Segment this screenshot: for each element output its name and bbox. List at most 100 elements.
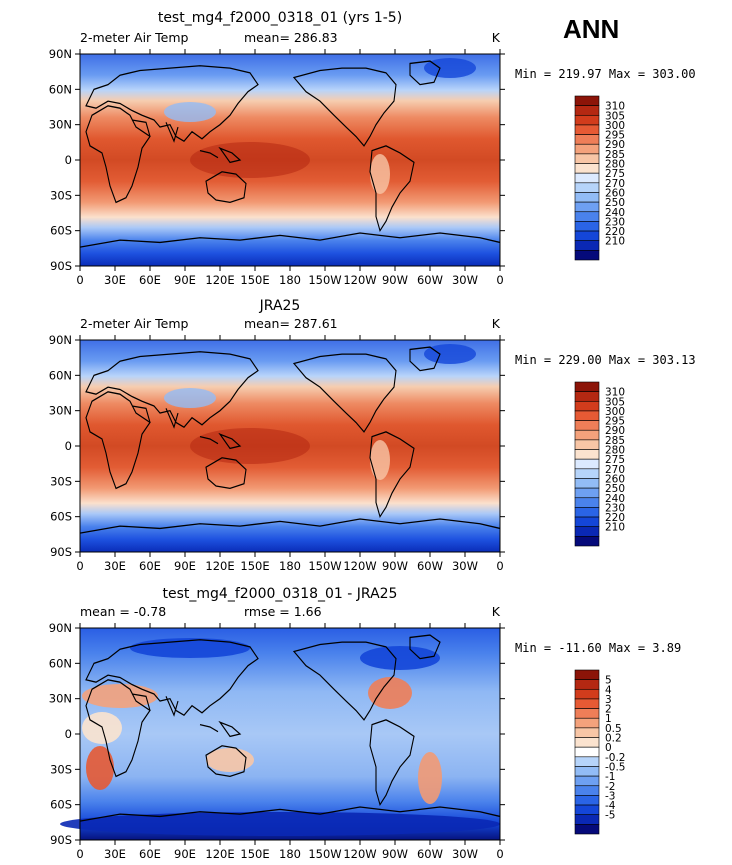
colorbar-swatch — [574, 746, 600, 758]
colorbar-swatch — [574, 420, 600, 431]
y-tick-label: 60N — [49, 368, 72, 382]
x-tick-label: 120E — [205, 847, 234, 861]
colorbar-swatch — [574, 381, 600, 392]
x-tick-label: 30W — [452, 273, 478, 287]
colorbar-label: 0.2 — [605, 733, 622, 745]
y-tick-label: 90S — [50, 259, 72, 273]
colorbar-swatch — [574, 814, 600, 825]
colorbar-swatch — [574, 526, 600, 537]
colorbar-label: 230 — [605, 216, 625, 228]
colorbar-label: 260 — [605, 187, 625, 199]
colorbar-swatch — [574, 172, 600, 184]
colorbar-label: 3 — [605, 694, 612, 706]
x-tick-label: 180 — [279, 273, 301, 287]
colorbar-label: 280 — [605, 445, 625, 457]
colorbar-swatch — [574, 785, 600, 796]
colorbar-label: -4 — [605, 800, 616, 812]
colorbar-label: 280 — [605, 159, 625, 171]
colorbar-swatch — [574, 124, 600, 135]
map-greenland-cold — [424, 344, 476, 364]
colorbar-swatch — [574, 134, 600, 145]
colorbar-swatch — [574, 114, 600, 126]
colorbar-swatch — [574, 468, 600, 479]
colorbar-swatch — [574, 708, 600, 719]
colorbar-label: 220 — [605, 226, 625, 238]
colorbar-swatch — [574, 391, 600, 402]
y-tick-label: 30S — [50, 762, 72, 776]
x-tick-label: 150W — [308, 847, 341, 861]
map-anomaly-region — [60, 812, 500, 836]
x-tick-label: 0 — [76, 847, 83, 861]
x-tick-label: 120E — [205, 559, 234, 573]
panel-stats: mean= 286.83 — [244, 30, 338, 45]
y-tick-label: 60N — [49, 82, 72, 96]
y-tick-label: 30N — [49, 118, 72, 132]
colorbar-label: 240 — [605, 493, 625, 505]
panel-left-label: 2-meter Air Temp — [80, 316, 189, 331]
colorbar-label: 270 — [605, 178, 625, 190]
colorbar-swatch — [574, 487, 600, 499]
map-anomaly-region — [368, 677, 412, 709]
colorbar-swatch — [574, 698, 600, 709]
map-tibet-cold — [164, 102, 216, 122]
map-andes-cool — [370, 440, 390, 480]
colorbar-label: 5 — [605, 675, 612, 687]
colorbar-label: 310 — [605, 387, 625, 399]
colorbar-swatch — [574, 737, 600, 748]
y-tick-label: 30S — [50, 188, 72, 202]
map-anomaly-region — [82, 684, 158, 708]
colorbar-label: -0.5 — [605, 761, 626, 773]
x-tick-label: 0 — [496, 847, 503, 861]
map-anomaly-region — [360, 646, 440, 670]
x-tick-label: 90E — [174, 559, 196, 573]
panel-units: K — [492, 604, 501, 619]
colorbar-swatch — [574, 497, 600, 508]
colorbar-label: 290 — [605, 139, 625, 151]
colorbar-swatch — [574, 201, 600, 213]
map-anomaly-region — [86, 746, 114, 790]
x-tick-label: 150W — [308, 273, 341, 287]
y-tick-label: 60S — [50, 224, 72, 238]
y-tick-label: 30N — [49, 692, 72, 706]
colorbar-swatch — [574, 250, 600, 261]
colorbar-label: 210 — [605, 236, 625, 248]
colorbar-swatch — [574, 153, 600, 164]
colorbar-label: 310 — [605, 101, 625, 113]
panel-stats: rmse = 1.66 — [244, 604, 322, 619]
colorbar-label: 0 — [605, 742, 612, 754]
y-tick-label: 0 — [65, 439, 72, 453]
colorbar-swatch — [574, 795, 600, 806]
colorbar-swatch — [574, 536, 600, 547]
colorbar-swatch — [574, 240, 600, 251]
colorbar-label: -3 — [605, 790, 615, 802]
colorbar-label: 275 — [605, 454, 625, 466]
colorbar-label: 250 — [605, 197, 625, 209]
x-tick-label: 60E — [139, 847, 161, 861]
colorbar-label: 1 — [605, 713, 612, 725]
x-tick-label: 0 — [496, 559, 503, 573]
colorbar-label: 2 — [605, 704, 612, 716]
colorbar-swatch — [574, 669, 600, 680]
x-tick-label: 60E — [139, 273, 161, 287]
colorbar-label: 240 — [605, 207, 625, 219]
x-tick-label: 30E — [104, 847, 126, 861]
colorbar-swatch — [574, 230, 600, 242]
y-tick-label: 0 — [65, 727, 72, 741]
map-warm-pool — [190, 428, 310, 464]
panel-units: K — [492, 316, 501, 331]
colorbar-label: 230 — [605, 502, 625, 514]
map-greenland-cold — [424, 58, 476, 78]
panel-title: test_mg4_f2000_0318_01 - JRA25 — [163, 586, 398, 602]
panel-left-label: mean = -0.78 — [80, 604, 166, 619]
x-tick-label: 0 — [76, 273, 83, 287]
y-tick-label: 60N — [49, 656, 72, 670]
y-tick-label: 60S — [50, 510, 72, 524]
x-tick-label: 60W — [417, 559, 443, 573]
panel-units: K — [492, 30, 501, 45]
colorbar-swatch — [574, 211, 600, 222]
colorbar-label: 270 — [605, 464, 625, 476]
colorbar-label: 290 — [605, 425, 625, 437]
colorbar-label: 210 — [605, 522, 625, 534]
x-tick-label: 120W — [343, 559, 376, 573]
